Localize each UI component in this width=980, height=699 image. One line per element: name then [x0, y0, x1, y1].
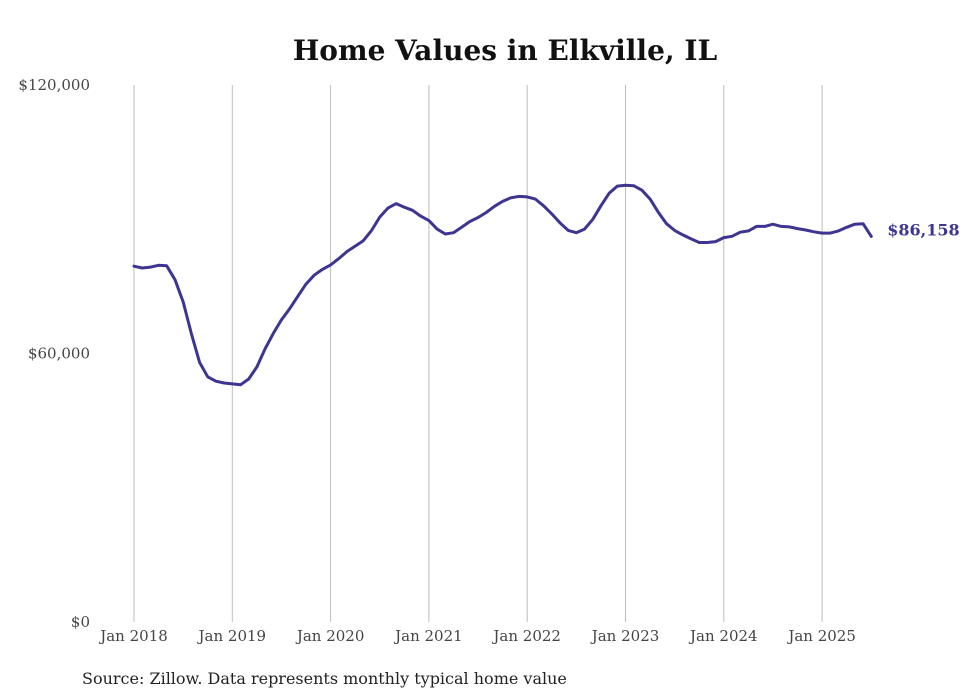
x-tick-label: Jan 2025	[786, 627, 856, 645]
home-value-line	[132, 183, 873, 387]
x-axis-ticks: Jan 2018 Jan 2019 Jan 2020 Jan 2021 Jan 2022…	[98, 627, 856, 645]
x-tick-label: Jan 2023	[590, 627, 660, 645]
y-tick-label: $0	[71, 613, 90, 631]
x-tick-label: Jan 2021	[393, 627, 463, 645]
source-note: Source: Zillow. Data represents monthly …	[82, 669, 567, 688]
chart-title: Home Values in Elkville, IL	[293, 34, 718, 67]
y-axis-ticks: $0 $60,000 $120,000	[18, 76, 90, 631]
x-tick-label: Jan 2020	[295, 627, 365, 645]
y-tick-label: $60,000	[28, 345, 90, 363]
x-tick-label: Jan 2022	[491, 627, 561, 645]
x-tick-label: Jan 2024	[688, 627, 758, 645]
latest-value-label: $86,158	[887, 220, 959, 239]
x-tick-label: Jan 2019	[197, 627, 267, 645]
y-tick-label: $120,000	[18, 76, 90, 94]
x-tick-label: Jan 2018	[98, 627, 168, 645]
gridlines	[133, 85, 823, 622]
